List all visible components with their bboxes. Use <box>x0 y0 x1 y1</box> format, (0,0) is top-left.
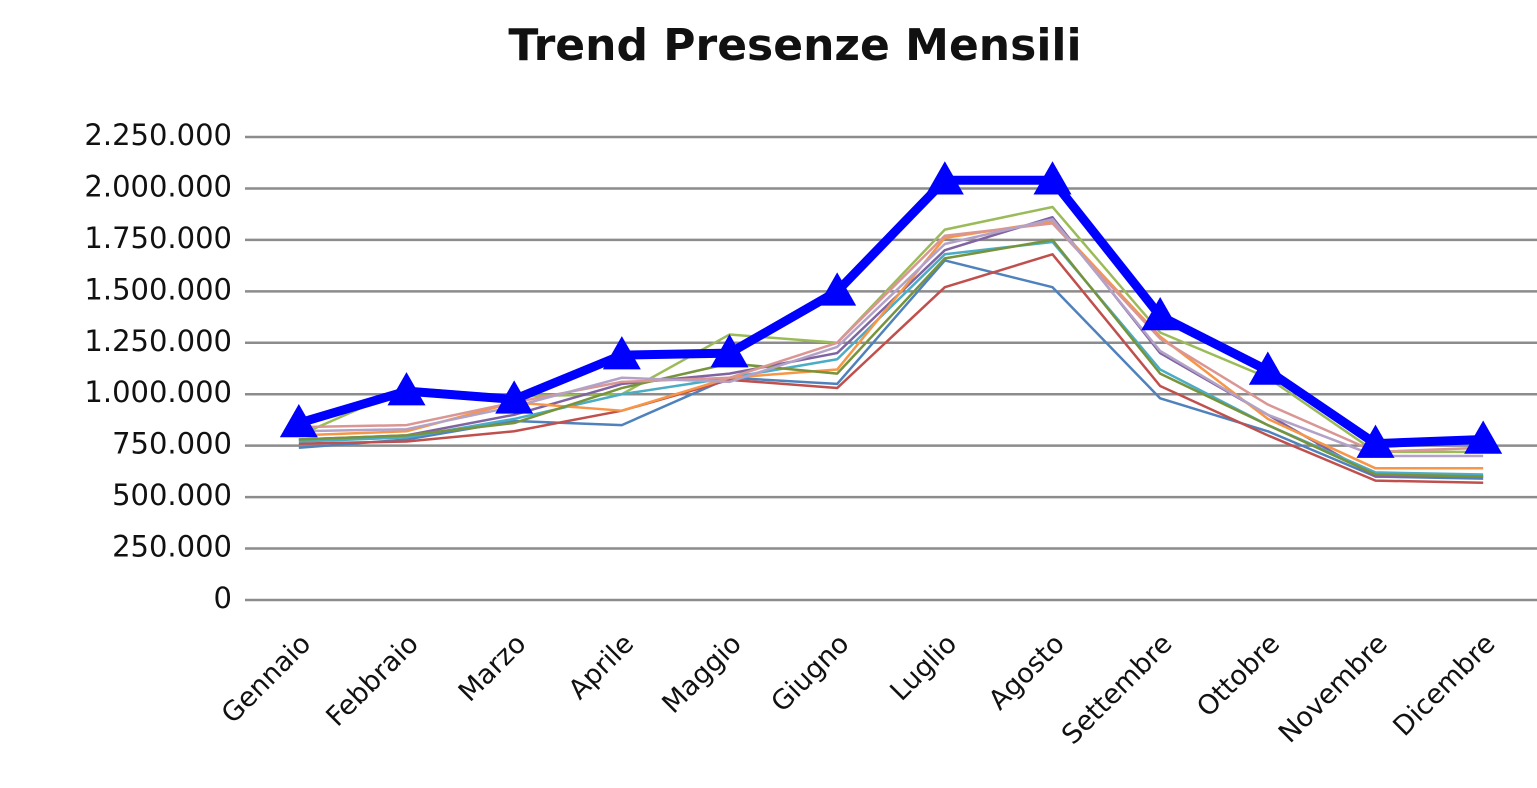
y-tick-label: 1.000.000 <box>84 375 232 409</box>
marker <box>925 161 964 195</box>
marker <box>1248 351 1287 385</box>
x-tick-label: Agosto <box>983 628 1071 716</box>
marker <box>1464 420 1503 454</box>
series-line <box>298 238 1484 478</box>
y-tick-label: 1.750.000 <box>84 221 232 255</box>
marker <box>602 336 641 370</box>
y-tick-label: 1.500.000 <box>84 272 232 306</box>
marker <box>495 380 534 414</box>
series-line <box>298 253 1484 484</box>
series-line <box>297 175 1484 449</box>
series-line <box>298 222 1484 454</box>
chart-title: Trend Presenze Mensili <box>508 20 1081 71</box>
y-tick-label: 0 <box>214 581 232 615</box>
y-tick-label: 250.000 <box>112 530 232 564</box>
y-tick-label: 1.250.000 <box>84 324 232 358</box>
x-tick-label: Aprile <box>563 628 640 705</box>
x-tick-label: Settembre <box>1056 628 1178 750</box>
y-tick-label: 750.000 <box>112 427 232 461</box>
marker <box>710 334 749 368</box>
marker <box>1033 161 1072 195</box>
x-tick-label: Dicembre <box>1387 628 1501 742</box>
x-tick-label: Luglio <box>884 628 963 707</box>
x-tick-label: Gennaio <box>216 628 317 729</box>
x-tick-label: Novembre <box>1273 628 1394 749</box>
marker <box>387 372 426 406</box>
x-tick-label: Febbraio <box>320 628 424 732</box>
series-line <box>298 240 1484 476</box>
x-tick-label: Giugno <box>765 628 855 718</box>
y-tick-label: 2.000.000 <box>84 169 232 203</box>
marker <box>279 404 318 438</box>
x-tick-label: Ottobre <box>1191 628 1286 723</box>
y-tick-label: 2.250.000 <box>84 118 232 152</box>
marker <box>818 272 857 306</box>
series-line <box>298 218 1484 458</box>
series-line <box>298 216 1484 478</box>
y-tick-label: 500.000 <box>112 478 232 512</box>
marker <box>1356 424 1395 458</box>
marker <box>1141 297 1180 331</box>
x-tick-label: Marzo <box>453 628 533 708</box>
x-tick-label: Maggio <box>656 628 747 719</box>
series-line <box>298 220 1484 470</box>
